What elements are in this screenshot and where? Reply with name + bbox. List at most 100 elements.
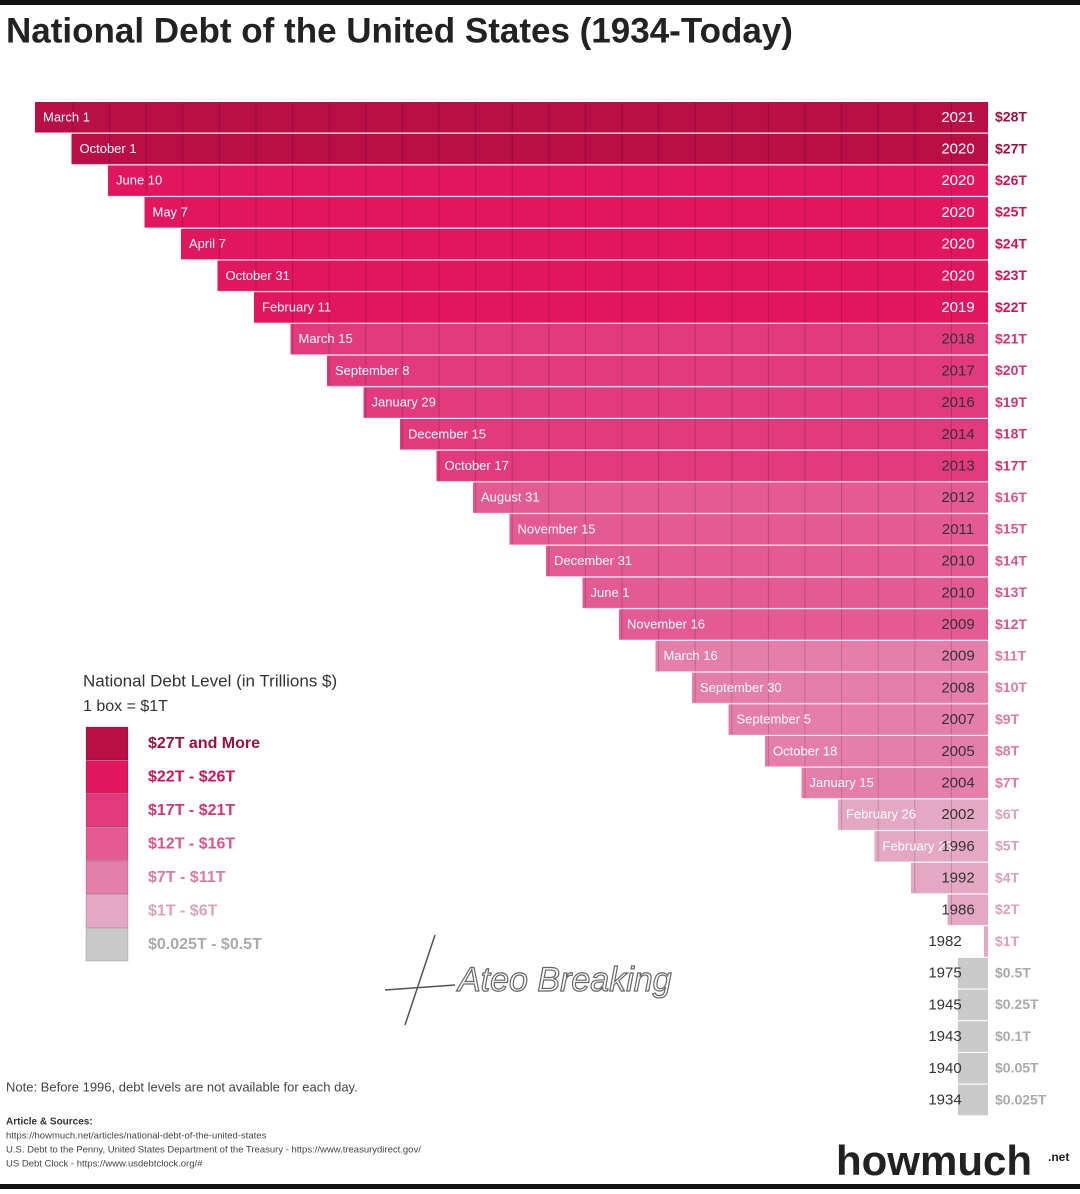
row-amount: $8T bbox=[995, 743, 1020, 759]
title: National Debt of the United States (1934… bbox=[6, 11, 793, 50]
row-bar bbox=[692, 672, 988, 704]
legend-label: $1T - $6T bbox=[148, 903, 218, 920]
row-date: March 1 bbox=[43, 109, 90, 124]
row-amount: $21T bbox=[995, 330, 1027, 346]
row-year: 1982 bbox=[928, 933, 961, 950]
row-amount: $0.5T bbox=[995, 964, 1031, 980]
legend-label: $17T - $21T bbox=[148, 802, 235, 819]
row-year: 2011 bbox=[942, 521, 974, 538]
source-line: U.S. Debt to the Penny, United States De… bbox=[6, 1145, 421, 1156]
row-year: 2009 bbox=[941, 648, 974, 665]
row-year: 2010 bbox=[941, 553, 974, 570]
row-bar bbox=[911, 862, 988, 894]
row-amount: $15T bbox=[995, 521, 1027, 537]
row-year: 1996 bbox=[941, 838, 974, 855]
row-bar bbox=[290, 323, 988, 355]
logo-suffix: .net bbox=[1048, 1150, 1069, 1164]
row-date: February 23 bbox=[883, 838, 953, 853]
row-amount: $1T bbox=[995, 933, 1020, 949]
logo: howmuch bbox=[836, 1137, 1032, 1184]
row-amount: $26T bbox=[995, 172, 1027, 188]
legend-swatch bbox=[85, 760, 129, 794]
row-amount: $0.025T bbox=[995, 1091, 1047, 1107]
row-amount: $28T bbox=[995, 109, 1027, 125]
row-date: March 16 bbox=[664, 648, 718, 663]
source-line: https://howmuch.net/articles/national-de… bbox=[6, 1131, 267, 1142]
row-bar bbox=[363, 387, 988, 418]
row-year: 2018 bbox=[941, 331, 974, 348]
row-bar bbox=[655, 640, 988, 672]
row-amount: $0.25T bbox=[995, 996, 1039, 1012]
row-year: 1986 bbox=[941, 901, 974, 918]
row-bar bbox=[947, 894, 988, 926]
row-year: 2020 bbox=[941, 267, 974, 284]
row-amount: $16T bbox=[995, 489, 1027, 505]
row-amount: $18T bbox=[995, 426, 1027, 442]
row-bar bbox=[958, 989, 988, 1021]
row-year: 2020 bbox=[941, 236, 974, 253]
row-bar bbox=[765, 736, 988, 767]
legend-label: $0.025T - $0.5T bbox=[148, 936, 262, 953]
row-date: May 7 bbox=[153, 204, 188, 219]
row-date: November 16 bbox=[627, 616, 705, 631]
row-amount: $27T bbox=[995, 140, 1027, 156]
row-year: 2020 bbox=[941, 204, 974, 221]
row-year: 2013 bbox=[941, 458, 974, 475]
row-year: 2007 bbox=[941, 711, 974, 728]
row-year: 2005 bbox=[941, 743, 974, 760]
row-bar bbox=[509, 514, 988, 545]
row-year: 1940 bbox=[928, 1060, 961, 1077]
row-year: 1934 bbox=[928, 1092, 961, 1109]
row-amount: $25T bbox=[995, 204, 1027, 220]
row-year: 2016 bbox=[941, 394, 974, 411]
row-bar bbox=[144, 197, 988, 228]
row-date: October 31 bbox=[226, 268, 290, 283]
top-border bbox=[0, 0, 1080, 5]
row-amount: $14T bbox=[995, 552, 1027, 568]
row-bar bbox=[546, 545, 988, 577]
row-year: 1975 bbox=[928, 965, 961, 982]
row-amount: $2T bbox=[995, 901, 1020, 917]
row-bar bbox=[728, 704, 988, 735]
row-year: 2020 bbox=[941, 141, 974, 158]
row-date: January 29 bbox=[372, 395, 436, 410]
row-date: June 1 bbox=[591, 585, 630, 600]
row-date: October 18 bbox=[773, 743, 837, 758]
legend-swatch bbox=[85, 927, 129, 962]
row-bar bbox=[958, 1053, 988, 1084]
row-date: September 5 bbox=[737, 712, 811, 727]
row-amount: $5T bbox=[995, 838, 1020, 854]
row-bar bbox=[801, 767, 988, 799]
row-bar bbox=[71, 133, 988, 165]
row-date: November 15 bbox=[518, 521, 596, 536]
row-year: 1945 bbox=[928, 996, 961, 1013]
row-year: 1943 bbox=[928, 1028, 961, 1045]
row-bar bbox=[958, 1084, 988, 1116]
row-year: 2008 bbox=[941, 679, 974, 696]
row-bar bbox=[874, 831, 988, 862]
row-year: 2009 bbox=[941, 616, 974, 633]
legend-swatch bbox=[85, 894, 129, 928]
row-date: February 11 bbox=[262, 299, 331, 314]
row-bar bbox=[327, 355, 988, 387]
row-bar bbox=[217, 260, 988, 292]
row-amount: $9T bbox=[995, 711, 1020, 727]
legend-swatch bbox=[85, 726, 129, 761]
row-year: 2019 bbox=[941, 299, 974, 316]
legend-swatch bbox=[85, 827, 129, 861]
row-bar bbox=[984, 926, 988, 957]
row-date: April 7 bbox=[189, 236, 226, 251]
watermark: Ateo Breaking bbox=[456, 961, 672, 999]
row-date: March 15 bbox=[299, 331, 353, 346]
row-year: 2017 bbox=[941, 362, 974, 379]
row-year: 1992 bbox=[941, 870, 974, 887]
row-amount: $0.1T bbox=[995, 1028, 1031, 1044]
legend-swatch bbox=[85, 860, 129, 895]
row-date: October 17 bbox=[445, 458, 509, 473]
legend-label: $7T - $11T bbox=[148, 869, 226, 886]
row-amount: $20T bbox=[995, 362, 1027, 378]
row-bar bbox=[35, 102, 988, 133]
row-year: 2004 bbox=[941, 775, 974, 792]
row-year: 2021 bbox=[941, 109, 974, 126]
row-date: August 31 bbox=[481, 490, 540, 505]
